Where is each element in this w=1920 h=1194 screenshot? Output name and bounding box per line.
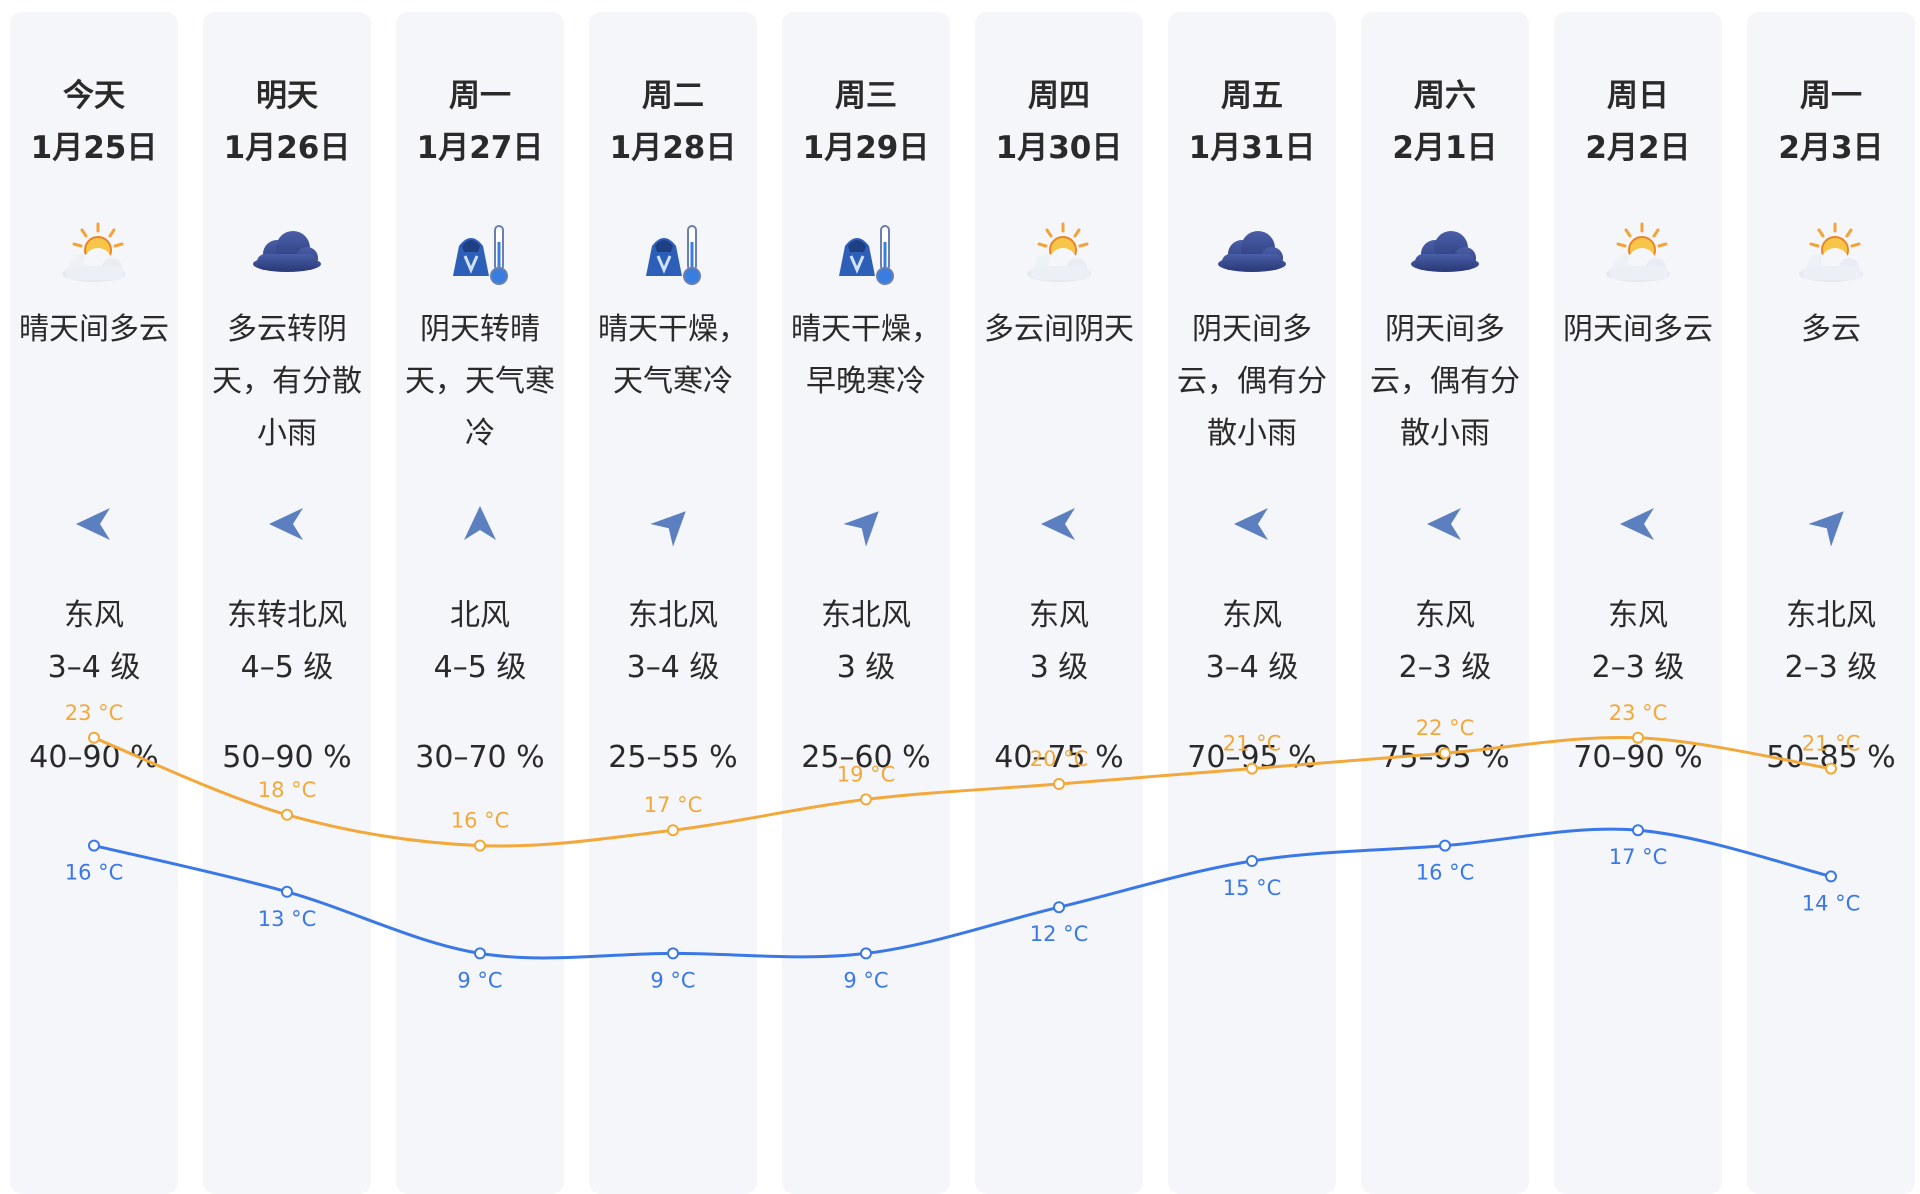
- humidity-range: 25–55 %: [608, 740, 738, 775]
- wind-direction: 东风: [64, 598, 124, 633]
- wind-direction: 东北风: [1786, 598, 1876, 633]
- humidity-range: 70–95 %: [1187, 740, 1317, 775]
- humidity-range: 70–90 %: [1573, 740, 1703, 775]
- wind-level: 4–5 级: [240, 650, 334, 685]
- wind-level: 2–3 级: [1784, 650, 1878, 685]
- day-column: 周四 1月30日多云间阴天东风 3 级 40–75 %: [975, 12, 1143, 1194]
- weather-condition: 晴天干燥，早晚寒冷: [791, 312, 941, 399]
- day-column: 明天 1月26日多云转阴天，有分散小雨东转北风 4–5 级 50–90 %: [203, 12, 371, 1194]
- day-date: 1月27日: [416, 130, 544, 166]
- sun-behind-cloud-icon: [975, 220, 1143, 290]
- northeast-wind-arrow-icon: [589, 500, 757, 556]
- weather-condition: 阴天转晴天，天气寒冷: [405, 312, 555, 451]
- cold-coat-thermometer-icon: [589, 220, 757, 290]
- day-date: 2月1日: [1392, 130, 1498, 166]
- weather-condition: 晴天干燥，天气寒冷: [598, 312, 748, 399]
- day-of-week: 周四: [1028, 78, 1090, 114]
- wind-direction: 东北风: [628, 598, 718, 633]
- sun-behind-cloud-icon: [1747, 220, 1915, 290]
- day-of-week: 周二: [642, 78, 704, 114]
- day-column: 周日 2月2日阴天间多云东风 2–3 级 70–90 %: [1554, 12, 1722, 1194]
- humidity-range: 75–95 %: [1380, 740, 1510, 775]
- day-of-week: 周日: [1607, 78, 1669, 114]
- day-date: 1月31日: [1188, 130, 1316, 166]
- wind-level: 3–4 级: [1205, 650, 1299, 685]
- cloud-icon: [203, 220, 371, 290]
- wind-direction: 东转北风: [227, 598, 347, 633]
- sun-behind-cloud-icon: [10, 220, 178, 290]
- day-date: 1月28日: [609, 130, 737, 166]
- day-column: 周一 1月27日阴天转晴天，天气寒冷北风 4–5 级 30–70 %: [396, 12, 564, 1194]
- day-of-week: 周六: [1414, 78, 1476, 114]
- day-column: 周一 2月3日多云东北风 2–3 级 50–85 %: [1747, 12, 1915, 1194]
- wind-direction: 东风: [1222, 598, 1282, 633]
- day-of-week: 周五: [1221, 78, 1283, 114]
- cold-coat-thermometer-icon: [782, 220, 950, 290]
- east-wind-arrow-icon: [203, 500, 371, 556]
- wind-direction: 东风: [1415, 598, 1475, 633]
- wind-level: 3 级: [836, 650, 896, 685]
- weather-condition: 阴天间多云，偶有分散小雨: [1370, 312, 1520, 451]
- wind-direction: 东风: [1608, 598, 1668, 633]
- day-date: 1月26日: [223, 130, 351, 166]
- wind-level: 3–4 级: [47, 650, 141, 685]
- day-of-week: 周一: [1800, 78, 1862, 114]
- day-column: 今天 1月25日晴天间多云东风 3–4 级 40–90 %: [10, 12, 178, 1194]
- wind-direction: 东风: [1029, 598, 1089, 633]
- day-of-week: 周一: [449, 78, 511, 114]
- day-date: 2月3日: [1778, 130, 1884, 166]
- day-date: 1月29日: [802, 130, 930, 166]
- day-column: 周二 1月28日晴天干燥，天气寒冷东北风 3–4 级 25–55 %: [589, 12, 757, 1194]
- wind-direction: 北风: [450, 598, 510, 633]
- east-wind-arrow-icon: [1361, 500, 1529, 556]
- sun-behind-cloud-icon: [1554, 220, 1722, 290]
- humidity-range: 40–75 %: [994, 740, 1124, 775]
- wind-level: 3 级: [1029, 650, 1089, 685]
- humidity-range: 40–90 %: [29, 740, 159, 775]
- east-wind-arrow-icon: [1554, 500, 1722, 556]
- humidity-range: 30–70 %: [415, 740, 545, 775]
- wind-direction: 东北风: [821, 598, 911, 633]
- east-wind-arrow-icon: [10, 500, 178, 556]
- wind-level: 3–4 级: [626, 650, 720, 685]
- day-of-week: 明天: [256, 78, 318, 114]
- weather-condition: 阴天间多云: [1563, 312, 1713, 347]
- northeast-wind-arrow-icon: [782, 500, 950, 556]
- east-wind-arrow-icon: [975, 500, 1143, 556]
- day-date: 2月2日: [1585, 130, 1691, 166]
- humidity-range: 50–85 %: [1766, 740, 1896, 775]
- weather-condition: 晴天间多云: [19, 312, 169, 347]
- east-wind-arrow-icon: [1168, 500, 1336, 556]
- wind-level: 2–3 级: [1398, 650, 1492, 685]
- day-column: 周三 1月29日晴天干燥，早晚寒冷东北风 3 级 25–60 %: [782, 12, 950, 1194]
- humidity-range: 50–90 %: [222, 740, 352, 775]
- cold-coat-thermometer-icon: [396, 220, 564, 290]
- northeast-wind-arrow-icon: [1747, 500, 1915, 556]
- day-of-week: 今天: [63, 78, 125, 114]
- weather-condition: 多云: [1801, 312, 1861, 347]
- day-of-week: 周三: [835, 78, 897, 114]
- day-date: 1月25日: [30, 130, 158, 166]
- cloud-icon: [1361, 220, 1529, 290]
- weather-condition: 多云间阴天: [984, 312, 1134, 347]
- north-wind-arrow-icon: [396, 500, 564, 556]
- day-date: 1月30日: [995, 130, 1123, 166]
- day-column: 周五 1月31日阴天间多云，偶有分散小雨东风 3–4 级 70–95 %: [1168, 12, 1336, 1194]
- cloud-icon: [1168, 220, 1336, 290]
- weather-condition: 阴天间多云，偶有分散小雨: [1177, 312, 1327, 451]
- wind-level: 4–5 级: [433, 650, 527, 685]
- weather-condition: 多云转阴天，有分散小雨: [212, 312, 362, 451]
- day-column: 周六 2月1日阴天间多云，偶有分散小雨东风 2–3 级 75–95 %: [1361, 12, 1529, 1194]
- wind-level: 2–3 级: [1591, 650, 1685, 685]
- humidity-range: 25–60 %: [801, 740, 931, 775]
